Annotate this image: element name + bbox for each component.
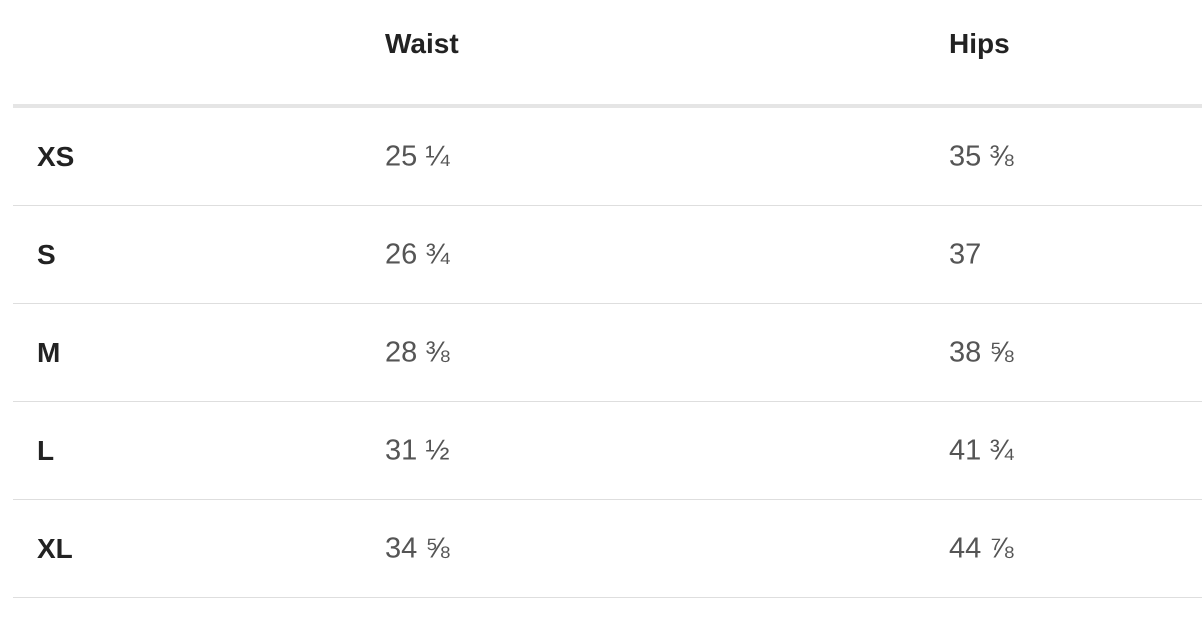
size-cell: XL bbox=[37, 532, 73, 564]
size-cell: XS bbox=[37, 140, 75, 172]
waist-cell: 28 ⅜ bbox=[385, 336, 450, 368]
hips-cell: 44 ⅞ bbox=[949, 532, 1014, 564]
hips-cell: 38 ⅝ bbox=[949, 336, 1014, 368]
table-row: M 28 ⅜ 38 ⅝ bbox=[13, 304, 1202, 402]
waist-cell: 25 ¼ bbox=[385, 140, 450, 172]
hips-cell: 35 ⅜ bbox=[949, 140, 1014, 172]
header-waist: Waist bbox=[385, 28, 459, 59]
table-row: L 31 ½ 41 ¾ bbox=[13, 402, 1202, 500]
waist-cell: 31 ½ bbox=[385, 434, 450, 466]
waist-cell: 34 ⅝ bbox=[385, 532, 450, 564]
header-hips: Hips bbox=[949, 28, 1010, 59]
table-row: XS 25 ¼ 35 ⅜ bbox=[13, 108, 1202, 206]
table-row: XL 34 ⅝ 44 ⅞ bbox=[13, 500, 1202, 598]
waist-cell: 26 ¾ bbox=[385, 238, 450, 270]
table-header: Waist Hips bbox=[13, 0, 1202, 108]
size-cell: L bbox=[37, 434, 55, 466]
hips-cell: 41 ¾ bbox=[949, 434, 1014, 466]
size-cell: M bbox=[37, 336, 61, 368]
size-cell: S bbox=[37, 238, 56, 270]
hips-cell: 37 bbox=[949, 238, 982, 270]
table-row: S 26 ¾ 37 bbox=[13, 206, 1202, 304]
size-chart-table: Waist Hips XS 25 ¼ 35 ⅜ S 26 ¾ 37 M 28 ⅜ 38 ⅝ L 31… bbox=[13, 0, 1202, 598]
